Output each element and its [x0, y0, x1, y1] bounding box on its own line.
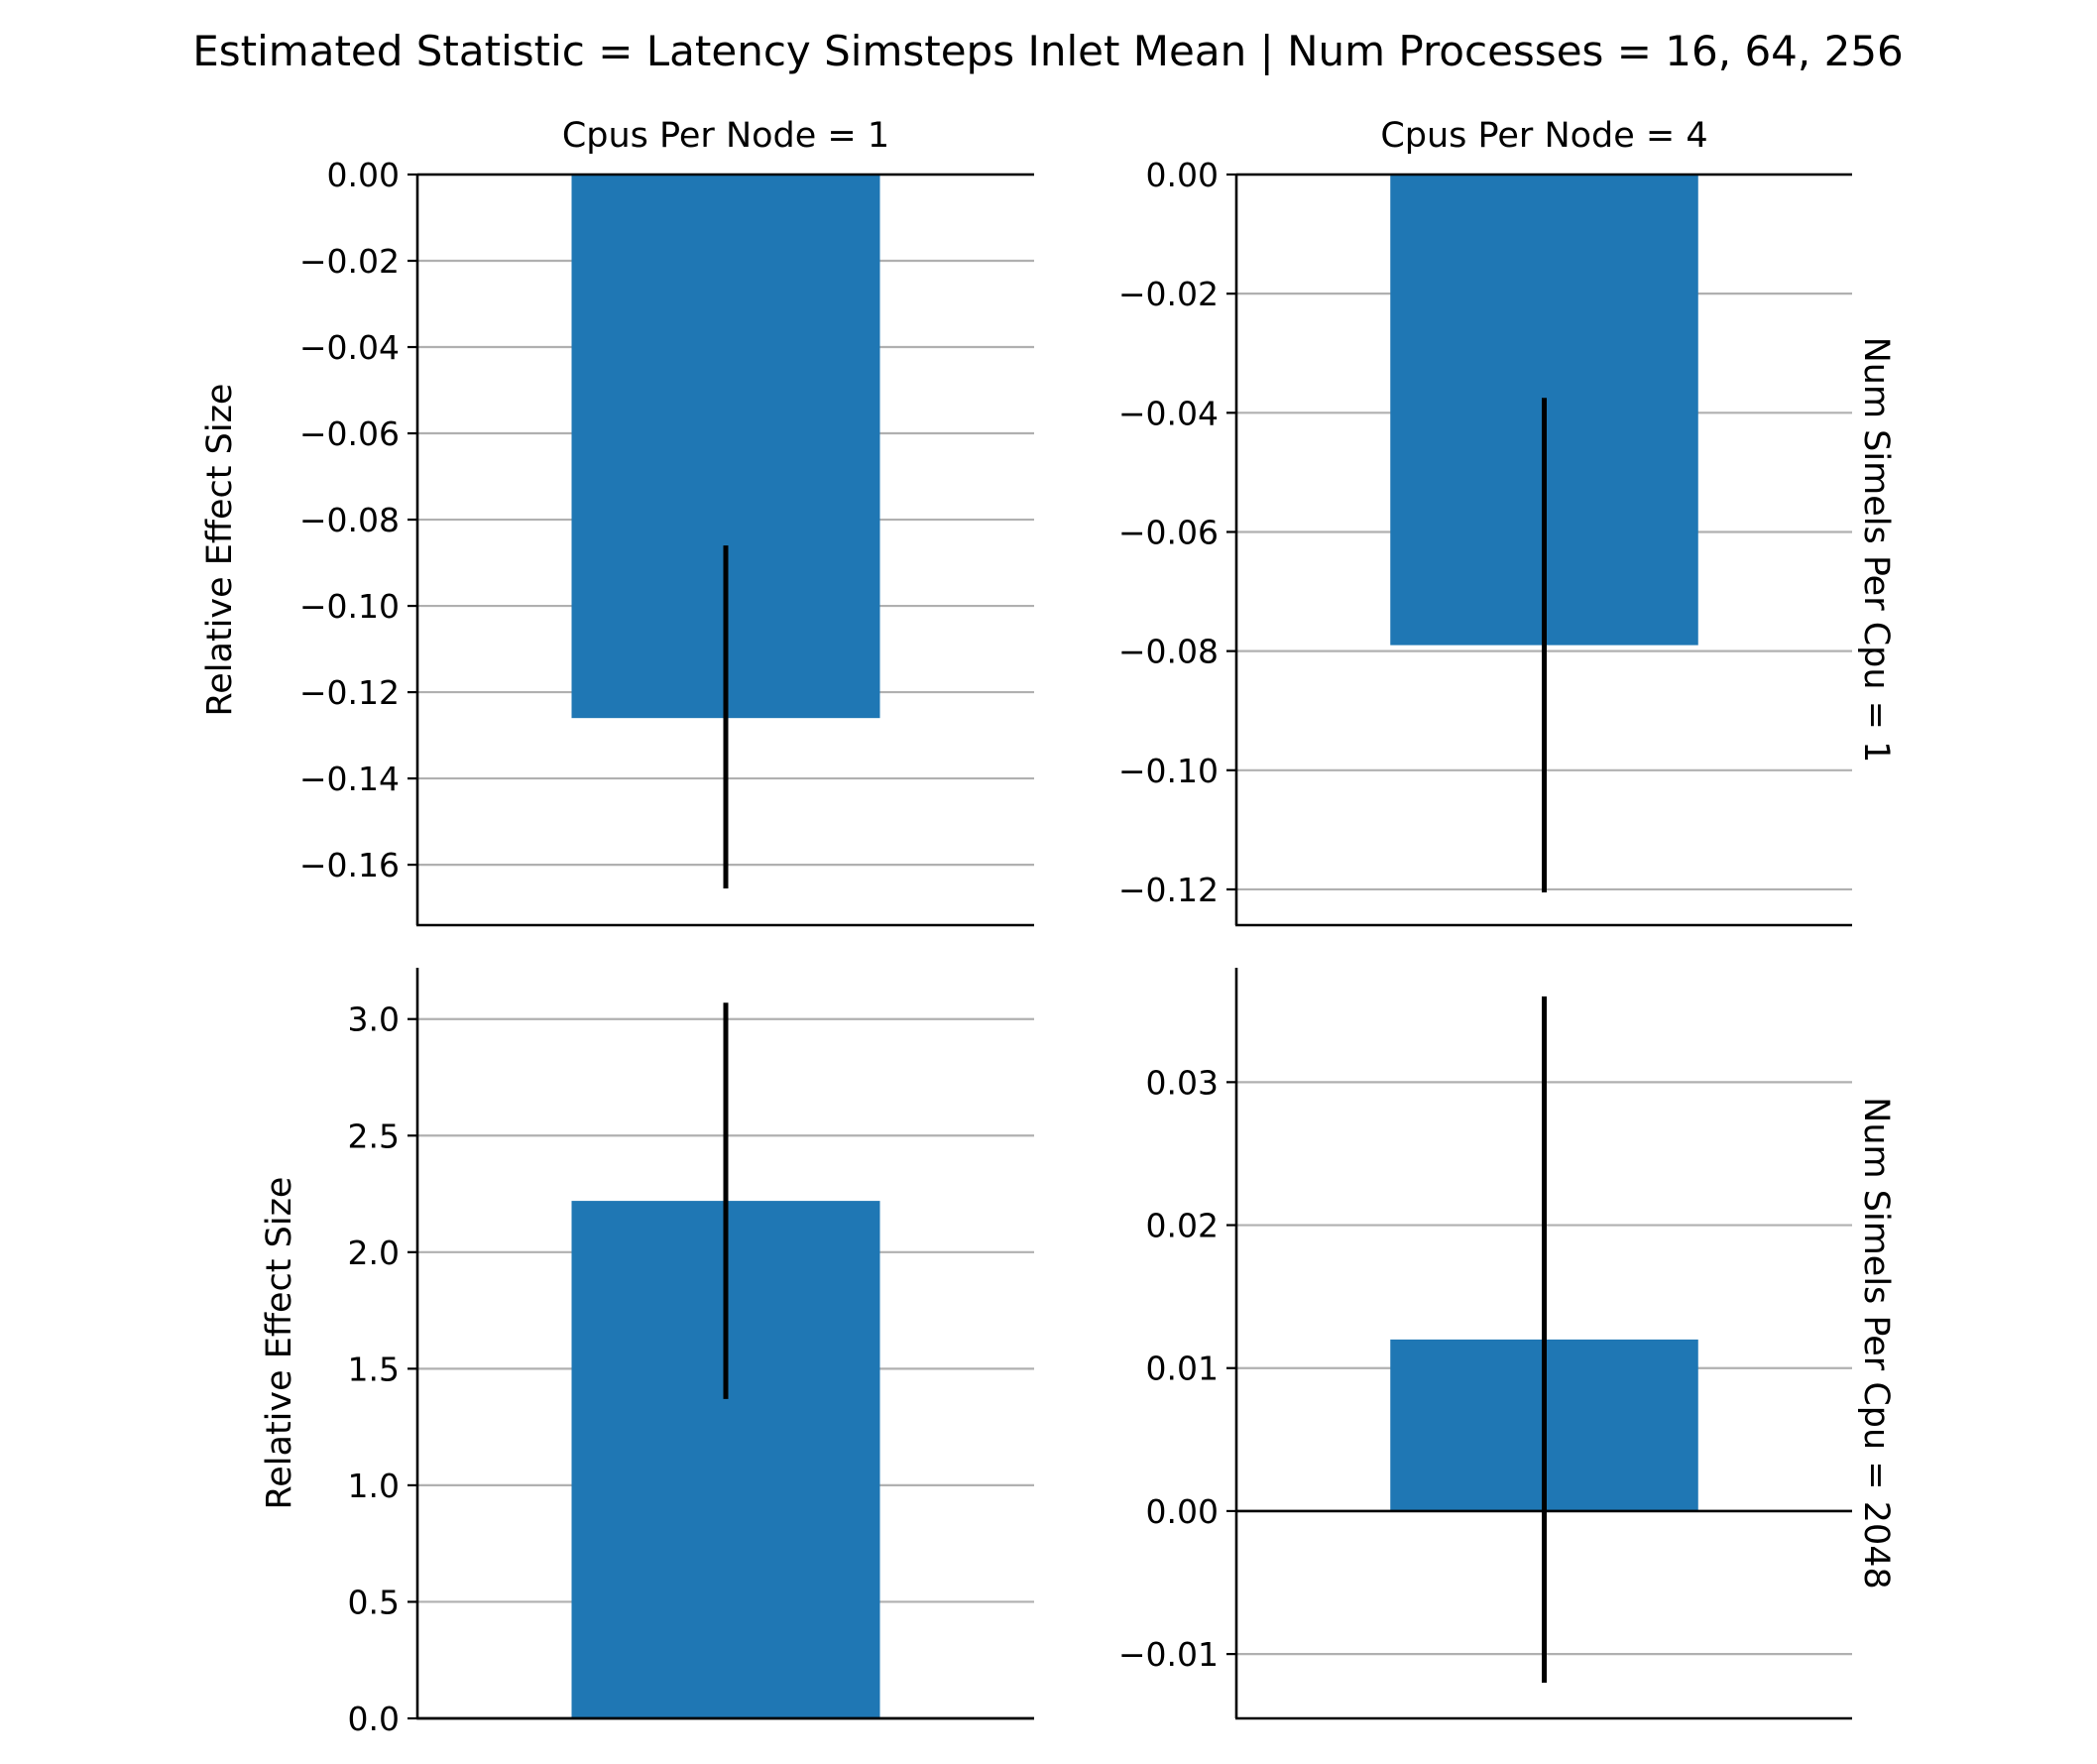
panel-bottom-left-ytick-label-1: 0.5 — [348, 1583, 400, 1621]
panel-top-left-ytick-label-1: −0.02 — [299, 242, 400, 281]
panel-bottom-right-row-title: Num Simels Per Cpu = 2048 — [1856, 1097, 1896, 1589]
panel-top-left-ytick-label-2: −0.04 — [299, 328, 400, 367]
panel-top-left-ytick-label-5: −0.10 — [299, 587, 400, 626]
panel-top-right-ytick-label-5: −0.10 — [1118, 752, 1219, 790]
figure-suptitle: Estimated Statistic = Latency Simsteps I… — [192, 27, 1904, 75]
panel-top-left-ytick-label-0: 0.00 — [327, 156, 400, 194]
panel-bottom-left: 0.0 0.5 1.0 1.5 2.0 2.5 3.0 Relative Effect Si… — [260, 968, 1034, 1738]
panel-bottom-right: 0.03 0.02 0.01 0.00 −0.01 Num Simels Per Cpu… — [1118, 968, 1896, 1720]
panel-top-right-ytick-label-2: −0.04 — [1118, 394, 1219, 432]
panel-top-right-ytick-label-0: 0.00 — [1146, 156, 1219, 194]
panel-bottom-left-ytick-label-4: 2.0 — [348, 1234, 400, 1272]
panel-top-left-ylabel: Relative Effect Size — [200, 384, 240, 717]
panel-top-right-ytick-label-3: −0.06 — [1118, 513, 1219, 551]
panel-bottom-right-ytick-label-0: 0.03 — [1146, 1063, 1219, 1102]
panel-top-left-ytick-label-4: −0.08 — [299, 501, 400, 539]
panel-bottom-right-ytick-label-4: −0.01 — [1118, 1635, 1219, 1674]
panel-top-right-col-title: Cpus Per Node = 4 — [1380, 116, 1707, 156]
panel-bottom-left-ytick-label-6: 3.0 — [348, 1000, 400, 1039]
panel-top-left-ytick-label-7: −0.14 — [299, 760, 400, 798]
panel-top-left-ytick-label-6: −0.12 — [299, 673, 400, 712]
panel-top-right-ytick-label-6: −0.12 — [1118, 871, 1219, 909]
panel-bottom-right-ytick-label-1: 0.02 — [1146, 1207, 1219, 1245]
panel-bottom-left-ytick-label-2: 1.0 — [348, 1467, 400, 1505]
panel-top-left-ytick-label-3: −0.06 — [299, 414, 400, 453]
panel-top-right: 0.00 −0.02 −0.04 −0.06 −0.08 −0.10 −0.12 Cpus … — [1118, 116, 1896, 927]
panel-top-left-ytick-label-8: −0.16 — [299, 846, 400, 884]
panel-bottom-left-ytick-label-5: 2.5 — [348, 1117, 400, 1155]
panel-top-right-ytick-label-4: −0.08 — [1118, 633, 1219, 671]
panel-bottom-right-ytick-label-3: 0.00 — [1146, 1492, 1219, 1531]
panel-top-left-col-title: Cpus Per Node = 1 — [562, 116, 889, 156]
panel-bottom-left-ytick-label-0: 0.0 — [348, 1700, 400, 1738]
panel-top-right-ytick-label-1: −0.02 — [1118, 275, 1219, 313]
panel-top-left: 0.00 −0.02 −0.04 −0.06 −0.08 −0.10 −0.12 −0.14 −… — [200, 116, 1034, 927]
panel-bottom-right-ytick-label-2: 0.01 — [1146, 1350, 1219, 1388]
panel-top-right-row-title: Num Simels Per Cpu = 1 — [1856, 337, 1896, 764]
panel-bottom-left-ylabel: Relative Effect Size — [260, 1177, 299, 1510]
panel-bottom-left-ytick-label-3: 1.5 — [348, 1350, 400, 1388]
